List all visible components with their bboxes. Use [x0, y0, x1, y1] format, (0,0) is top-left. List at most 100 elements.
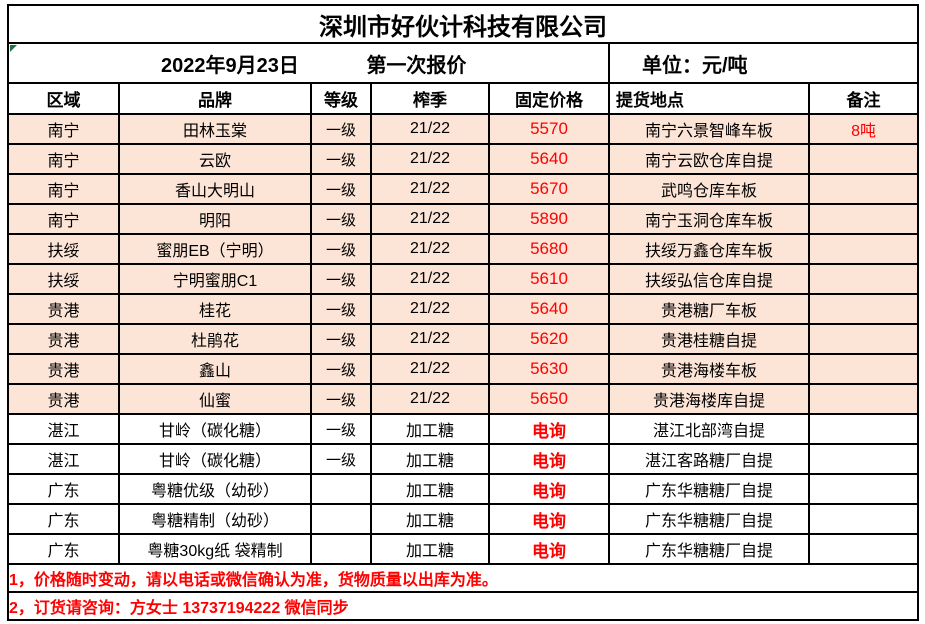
cell-remark	[807, 383, 920, 415]
table-body: 南宁 田林玉棠 一级 21/22 5570 南宁六景智峰车板 8吨 南宁 云欧 一级 21/22 56…	[7, 113, 920, 565]
cell-region: 贵港	[7, 353, 120, 385]
title-row: 深圳市好伙计科技有限公司	[6, 4, 920, 44]
cell-grade: 一级	[310, 203, 372, 235]
cell-location: 扶绥万鑫仓库车板	[608, 233, 810, 265]
cell-grade	[310, 503, 372, 535]
note-1: 1，价格随时变动，请以电话或微信确认为准，货物质量以出库为准。	[6, 563, 920, 593]
cell-brand: 蜜朋EB（宁明）	[118, 233, 312, 265]
cell-error-indicator-icon	[10, 45, 17, 52]
cell-brand: 田林玉棠	[118, 113, 312, 145]
table-row: 南宁 云欧 一级 21/22 5640 南宁云欧仓库自提	[7, 143, 920, 175]
cell-season: 21/22	[370, 113, 490, 145]
cell-price: 5640	[488, 143, 610, 175]
cell-season: 21/22	[370, 143, 490, 175]
cell-grade: 一级	[310, 143, 372, 175]
cell-brand: 桂花	[118, 293, 312, 325]
column-header-price: 固定价格	[488, 82, 610, 115]
cell-grade	[310, 473, 372, 505]
table-row: 贵港 杜鹃花 一级 21/22 5620 贵港桂糖自提	[7, 323, 920, 355]
cell-remark	[807, 533, 920, 565]
cell-remark	[807, 473, 920, 505]
cell-region: 贵港	[7, 383, 120, 415]
subheader-row: 2022年9月23日 第一次报价 单位：元/吨	[7, 42, 920, 84]
cell-brand: 粤糖优级（幼砂）	[118, 473, 312, 505]
cell-region: 湛江	[7, 443, 120, 475]
cell-remark	[807, 413, 920, 445]
cell-region: 广东	[7, 473, 120, 505]
column-header-grade: 等级	[310, 82, 372, 115]
unit-cell: 单位：元/吨	[607, 42, 920, 84]
cell-price: 电询	[488, 413, 610, 445]
table-row: 贵港 鑫山 一级 21/22 5630 贵港海楼车板	[7, 353, 920, 385]
column-header-location: 提货地点	[608, 82, 810, 115]
note-row: 1，价格随时变动，请以电话或微信确认为准，货物质量以出库为准。	[6, 563, 920, 593]
cell-remark	[807, 173, 920, 205]
quotation-sheet: 深圳市好伙计科技有限公司 2022年9月23日 第一次报价 单位：元/吨 区域 …	[6, 4, 920, 621]
cell-remark: 8吨	[807, 113, 920, 145]
cell-season: 加工糖	[370, 473, 490, 505]
cell-region: 南宁	[7, 143, 120, 175]
date-cell: 2022年9月23日 第一次报价	[7, 42, 610, 84]
cell-location: 广东华糖糖厂自提	[608, 533, 810, 565]
cell-price: 电询	[488, 443, 610, 475]
table-row: 扶绥 蜜朋EB（宁明） 一级 21/22 5680 扶绥万鑫仓库车板	[7, 233, 920, 265]
cell-price: 5650	[488, 383, 610, 415]
table-row: 湛江 甘岭（碳化糖） 一级 加工糖 电询 湛江客路糖厂自提	[7, 443, 920, 475]
cell-region: 广东	[7, 533, 120, 565]
cell-price: 电询	[488, 503, 610, 535]
cell-price: 电询	[488, 533, 610, 565]
cell-region: 扶绥	[7, 263, 120, 295]
cell-location: 广东华糖糖厂自提	[608, 503, 810, 535]
cell-remark	[807, 443, 920, 475]
cell-price: 5570	[488, 113, 610, 145]
cell-season: 加工糖	[370, 503, 490, 535]
cell-location: 贵港海楼库自提	[608, 383, 810, 415]
cell-grade: 一级	[310, 113, 372, 145]
quote-round: 第一次报价	[366, 54, 467, 77]
table-row: 广东 粤糖30kg纸 袋精制 加工糖 电询 广东华糖糖厂自提	[7, 533, 920, 565]
cell-remark	[807, 203, 920, 235]
cell-region: 南宁	[7, 113, 120, 145]
table-row: 南宁 香山大明山 一级 21/22 5670 武鸣仓库车板	[7, 173, 920, 205]
cell-season: 21/22	[370, 353, 490, 385]
company-title: 深圳市好伙计科技有限公司	[6, 4, 920, 44]
cell-price: 电询	[488, 473, 610, 505]
column-header-season: 榨季	[370, 82, 490, 115]
cell-remark	[807, 323, 920, 355]
cell-price: 5630	[488, 353, 610, 385]
cell-price: 5680	[488, 233, 610, 265]
cell-location: 扶绥弘信仓库自提	[608, 263, 810, 295]
cell-brand: 仙蜜	[118, 383, 312, 415]
cell-price: 5610	[488, 263, 610, 295]
cell-season: 21/22	[370, 323, 490, 355]
cell-location: 贵港糖厂车板	[608, 293, 810, 325]
cell-grade: 一级	[310, 173, 372, 205]
cell-location: 南宁玉洞仓库车板	[608, 203, 810, 235]
cell-region: 广东	[7, 503, 120, 535]
cell-brand: 甘岭（碳化糖）	[118, 443, 312, 475]
cell-season: 21/22	[370, 203, 490, 235]
cell-season: 加工糖	[370, 443, 490, 475]
column-header-remark: 备注	[807, 82, 920, 115]
cell-price: 5670	[488, 173, 610, 205]
cell-location: 湛江北部湾自提	[608, 413, 810, 445]
cell-brand: 明阳	[118, 203, 312, 235]
table-row: 广东 粤糖精制（幼砂） 加工糖 电询 广东华糖糖厂自提	[7, 503, 920, 535]
table-row: 南宁 田林玉棠 一级 21/22 5570 南宁六景智峰车板 8吨	[7, 113, 920, 145]
cell-region: 扶绥	[7, 233, 120, 265]
cell-price: 5640	[488, 293, 610, 325]
cell-grade: 一级	[310, 263, 372, 295]
cell-grade: 一级	[310, 233, 372, 265]
cell-season: 21/22	[370, 293, 490, 325]
cell-season: 21/22	[370, 233, 490, 265]
cell-brand: 云欧	[118, 143, 312, 175]
note-row: 2，订货请咨询：方女士 13737194222 微信同步	[6, 591, 920, 621]
cell-location: 贵港桂糖自提	[608, 323, 810, 355]
cell-season: 21/22	[370, 173, 490, 205]
cell-location: 湛江客路糖厂自提	[608, 443, 810, 475]
cell-remark	[807, 263, 920, 295]
price-table: 深圳市好伙计科技有限公司 2022年9月23日 第一次报价 单位：元/吨 区域 …	[6, 4, 920, 621]
cell-remark	[807, 503, 920, 535]
table-row: 扶绥 宁明蜜朋C1 一级 21/22 5610 扶绥弘信仓库自提	[7, 263, 920, 295]
cell-brand: 杜鹃花	[118, 323, 312, 355]
